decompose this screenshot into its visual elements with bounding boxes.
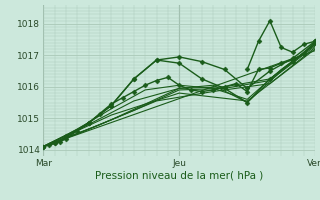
X-axis label: Pression niveau de la mer( hPa ): Pression niveau de la mer( hPa ) <box>95 171 263 181</box>
